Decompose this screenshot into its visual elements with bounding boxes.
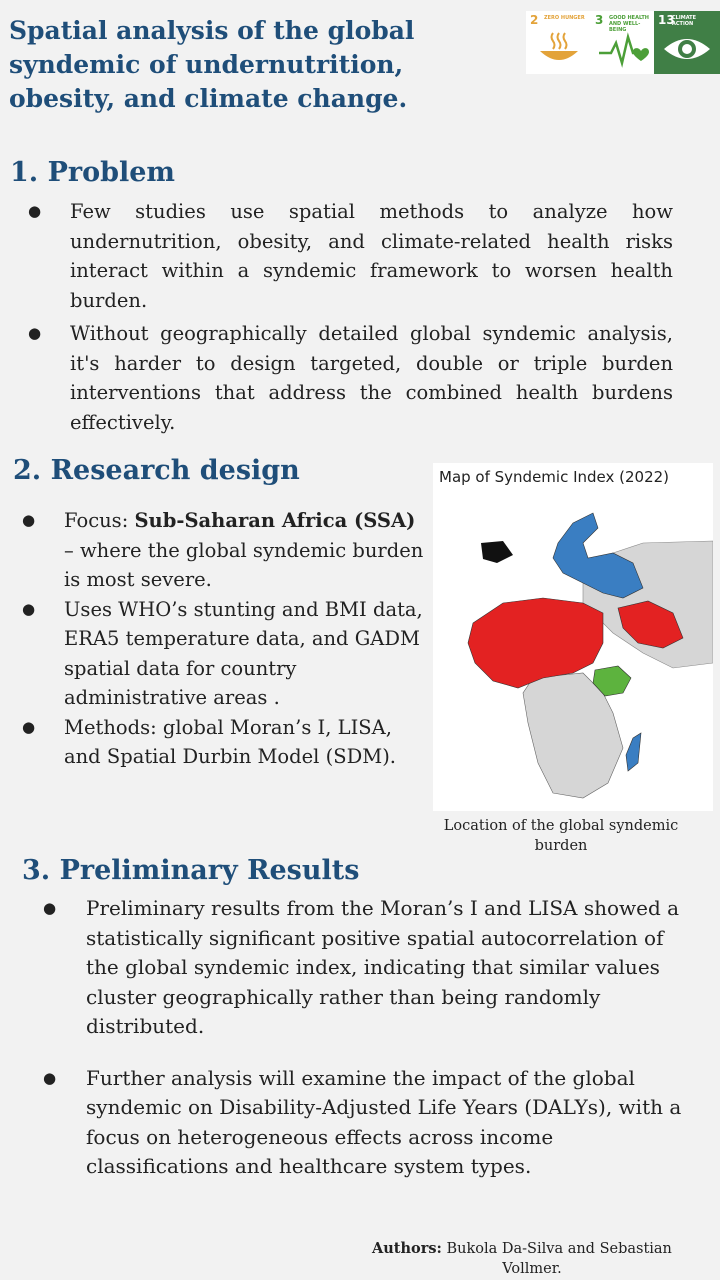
sdg-label: GOOD HEALTH AND WELL-BEING bbox=[609, 15, 649, 33]
problem-heading: 1. Problem bbox=[10, 157, 176, 188]
sdg-2-badge: 2 ZERO HUNGER bbox=[526, 11, 592, 74]
list-item: ● Further analysis will examine the impa… bbox=[43, 1064, 696, 1182]
map-title: Map of Syndemic Index (2022) bbox=[439, 468, 670, 486]
syndemic-map: Map of Syndemic Index (2022) bbox=[433, 463, 713, 811]
results-text: Further analysis will examine the impact… bbox=[86, 1065, 682, 1179]
list-item: ● Focus: Sub-Saharan Africa (SSA) – wher… bbox=[22, 506, 426, 595]
problem-text: Without geographically detailed global s… bbox=[70, 322, 673, 434]
list-item: ● Few studies use spatial methods to ana… bbox=[28, 197, 673, 315]
focus-prefix: Focus: bbox=[64, 509, 135, 532]
heartbeat-icon bbox=[599, 32, 649, 68]
research-design-heading: 2. Research design bbox=[13, 455, 300, 486]
focus-rest: – where the global syndemic burden is mo… bbox=[64, 538, 424, 592]
bullet-icon: ● bbox=[28, 324, 42, 342]
sdg-label: ZERO HUNGER bbox=[544, 15, 585, 21]
authors-names-cont: Vollmer. bbox=[502, 1261, 562, 1277]
sdg-label: CLIMATE ACTION bbox=[672, 15, 696, 27]
problem-text: Few studies use spatial methods to analy… bbox=[70, 200, 673, 312]
sdg-number: 3 bbox=[595, 13, 604, 27]
sdg-3-badge: 3 GOOD HEALTH AND WELL-BEING bbox=[591, 11, 657, 74]
authors: Authors: Bukola Da-Silva and Sebastian V… bbox=[372, 1239, 692, 1279]
results-text: Preliminary results from the Moran’s I a… bbox=[86, 896, 680, 1038]
bullet-icon: ● bbox=[43, 899, 57, 917]
map-graphic bbox=[467, 512, 713, 799]
bullet-icon: ● bbox=[22, 717, 36, 736]
authors-names: Bukola Da-Silva and Sebastian bbox=[441, 1241, 672, 1257]
authors-label: Authors: bbox=[372, 1240, 442, 1257]
bullet-icon: ● bbox=[22, 599, 36, 618]
data-sources-text: Uses WHO’s stunting and BMI data, ERA5 t… bbox=[64, 597, 423, 710]
list-item: ● Uses WHO’s stunting and BMI data, ERA5… bbox=[22, 595, 426, 713]
methods-text: Methods: global Moran’s I, LISA, and Spa… bbox=[64, 715, 396, 769]
bullet-icon: ● bbox=[43, 1068, 57, 1087]
sdg-number: 2 bbox=[530, 13, 539, 27]
page-title: Spatial analysis of the global syndemic … bbox=[9, 16, 415, 113]
results-heading: 3. Preliminary Results bbox=[22, 855, 360, 886]
map-caption: Location of the global syndemic burden bbox=[443, 818, 679, 854]
sdg-number: 13 bbox=[658, 13, 675, 27]
list-item: ● Methods: global Moran’s I, LISA, and S… bbox=[22, 713, 426, 772]
list-item: ● Without geographically detailed global… bbox=[28, 319, 673, 437]
bowl-icon bbox=[540, 32, 578, 60]
problem-list: ● Few studies use spatial methods to ana… bbox=[28, 197, 673, 441]
focus-region: Sub-Saharan Africa (SSA) bbox=[134, 509, 416, 532]
list-item: ● Preliminary results from the Moran’s I… bbox=[43, 894, 696, 1042]
research-design-list: ● Focus: Sub-Saharan Africa (SSA) – wher… bbox=[22, 506, 426, 772]
bullet-icon: ● bbox=[28, 202, 42, 220]
results-list: ● Preliminary results from the Moran’s I… bbox=[43, 894, 696, 1182]
sdg-13-badge: 13 CLIMATE ACTION bbox=[654, 11, 720, 74]
bullet-icon: ● bbox=[22, 511, 36, 529]
eye-globe-icon bbox=[664, 39, 710, 59]
